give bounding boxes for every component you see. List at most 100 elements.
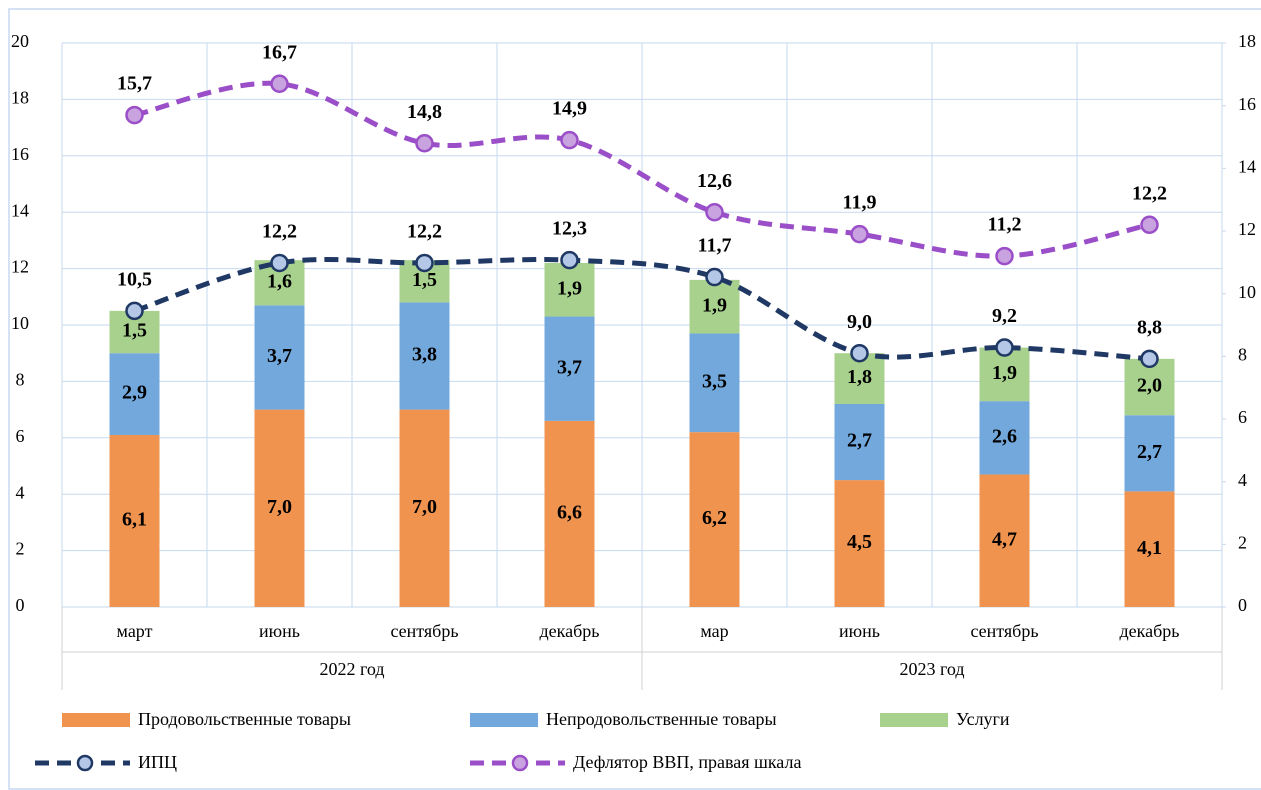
legend-marker <box>511 754 529 772</box>
y-tick-label: 10 <box>11 313 29 333</box>
bar-value-label: 3,7 <box>267 345 292 367</box>
x-tick-label: март <box>117 621 153 641</box>
bar-segment <box>109 434 160 607</box>
line-marker <box>850 224 869 244</box>
bar-value-label: 1,5 <box>412 269 437 291</box>
legend-label: ИПЦ <box>138 752 177 772</box>
bar-value-label: 1,8 <box>847 366 872 388</box>
x-tick-label: сентябрь <box>970 621 1038 641</box>
line-value-label: 15,7 <box>117 73 152 95</box>
x-tick-label: декабрь <box>1120 621 1180 641</box>
line-marker <box>415 134 434 153</box>
bar-segment <box>979 401 1030 475</box>
bar-segment <box>689 432 740 607</box>
line-value-label: 10,5 <box>117 268 152 290</box>
line-value-label: 14,8 <box>407 101 442 123</box>
line-marker <box>705 267 724 287</box>
bar-segment <box>399 409 450 607</box>
line-value-label: 11,2 <box>988 214 1022 236</box>
bar-value-label: 6,2 <box>702 507 727 529</box>
bar-value-label: 1,9 <box>557 277 582 299</box>
bar-value-label: 3,7 <box>557 356 582 378</box>
line-marker <box>995 246 1014 266</box>
bar-segment <box>1124 491 1175 607</box>
y-tick-label: 0 <box>16 595 25 615</box>
line-marker <box>705 202 724 222</box>
y2-tick-label: 14 <box>1238 156 1256 176</box>
y-tick-label: 6 <box>16 426 25 446</box>
bar-value-label: 1,9 <box>992 362 1017 384</box>
y-tick-label: 2 <box>16 539 25 559</box>
line-value-label: 12,3 <box>552 218 587 240</box>
bar-segment <box>689 279 740 334</box>
bar-value-label: 7,0 <box>412 496 437 518</box>
legend-swatch <box>880 713 948 727</box>
y2-tick-label: 6 <box>1238 407 1247 427</box>
bar-segment <box>254 409 305 607</box>
y2-tick-label: 10 <box>1238 282 1256 302</box>
y-tick-label: 4 <box>16 482 25 502</box>
line <box>133 80 1151 259</box>
legend-label: Продовольственные товары <box>138 709 351 729</box>
line-value-label: 8,8 <box>1137 316 1162 338</box>
x-tick-label: июнь <box>259 621 300 641</box>
legend-marker <box>76 754 94 772</box>
bar-value-label: 2,7 <box>1137 441 1162 463</box>
bar-value-label: 2,9 <box>122 382 147 404</box>
legend-swatch <box>62 713 130 727</box>
group-label: 2022 год <box>319 659 384 679</box>
bar-value-label: 2,6 <box>992 425 1017 447</box>
y2-tick-label: 0 <box>1238 595 1247 615</box>
bar-segment <box>834 480 885 607</box>
line-marker <box>1140 215 1159 234</box>
y2-tick-label: 18 <box>1238 31 1256 51</box>
bar-segment <box>544 420 595 607</box>
bar-value-label: 4,7 <box>992 528 1017 550</box>
y2-tick-label: 16 <box>1238 94 1256 114</box>
line-value-label: 11,7 <box>698 235 732 257</box>
y-tick-label: 8 <box>16 370 25 390</box>
legend-swatch <box>470 713 538 727</box>
y-tick-label: 18 <box>11 88 29 108</box>
bar-segment <box>1124 415 1175 492</box>
line-marker <box>125 105 144 125</box>
y2-tick-label: 4 <box>1238 470 1247 490</box>
y-tick-label: 16 <box>11 144 29 164</box>
bar-value-label: 1,6 <box>267 270 292 292</box>
bar-segment <box>399 302 450 410</box>
line-value-label: 16,7 <box>262 41 297 63</box>
line-value-label: 12,6 <box>697 170 732 192</box>
y-tick-label: 12 <box>11 257 29 277</box>
x-tick-label: июнь <box>839 621 880 641</box>
line-value-label: 12,2 <box>1132 182 1167 204</box>
line <box>133 257 1150 362</box>
line-marker <box>125 301 144 321</box>
bar-value-label: 3,8 <box>412 344 437 366</box>
bar-value-label: 2,0 <box>1137 375 1162 397</box>
line-marker <box>560 130 579 150</box>
legend-label: Услуги <box>956 709 1010 729</box>
bar-value-label: 4,5 <box>847 531 872 553</box>
line-value-label: 12,2 <box>262 221 297 243</box>
legend-label: Непродовольственные товары <box>546 709 777 729</box>
bar-segment <box>834 403 885 481</box>
line-marker <box>850 343 869 363</box>
bar-value-label: 3,5 <box>702 370 727 392</box>
bar-value-label: 2,7 <box>847 430 872 452</box>
line-marker <box>415 253 434 273</box>
x-tick-label: сентябрь <box>390 621 458 641</box>
bar-segment <box>544 262 595 317</box>
y2-tick-label: 12 <box>1238 219 1256 239</box>
line-value-label: 9,2 <box>992 305 1017 327</box>
bar-value-label: 6,6 <box>557 502 582 524</box>
x-tick-label: декабрь <box>540 621 600 641</box>
line-value-label: 11,9 <box>843 192 877 214</box>
group-label: 2023 год <box>899 659 964 679</box>
line-value-label: 12,2 <box>407 221 442 243</box>
line-marker <box>560 250 579 270</box>
y2-tick-label: 8 <box>1238 344 1247 364</box>
line-value-label: 14,9 <box>552 98 587 120</box>
y2-tick-label: 2 <box>1238 532 1247 552</box>
line-marker <box>1140 349 1159 369</box>
bar-segment <box>254 305 305 410</box>
